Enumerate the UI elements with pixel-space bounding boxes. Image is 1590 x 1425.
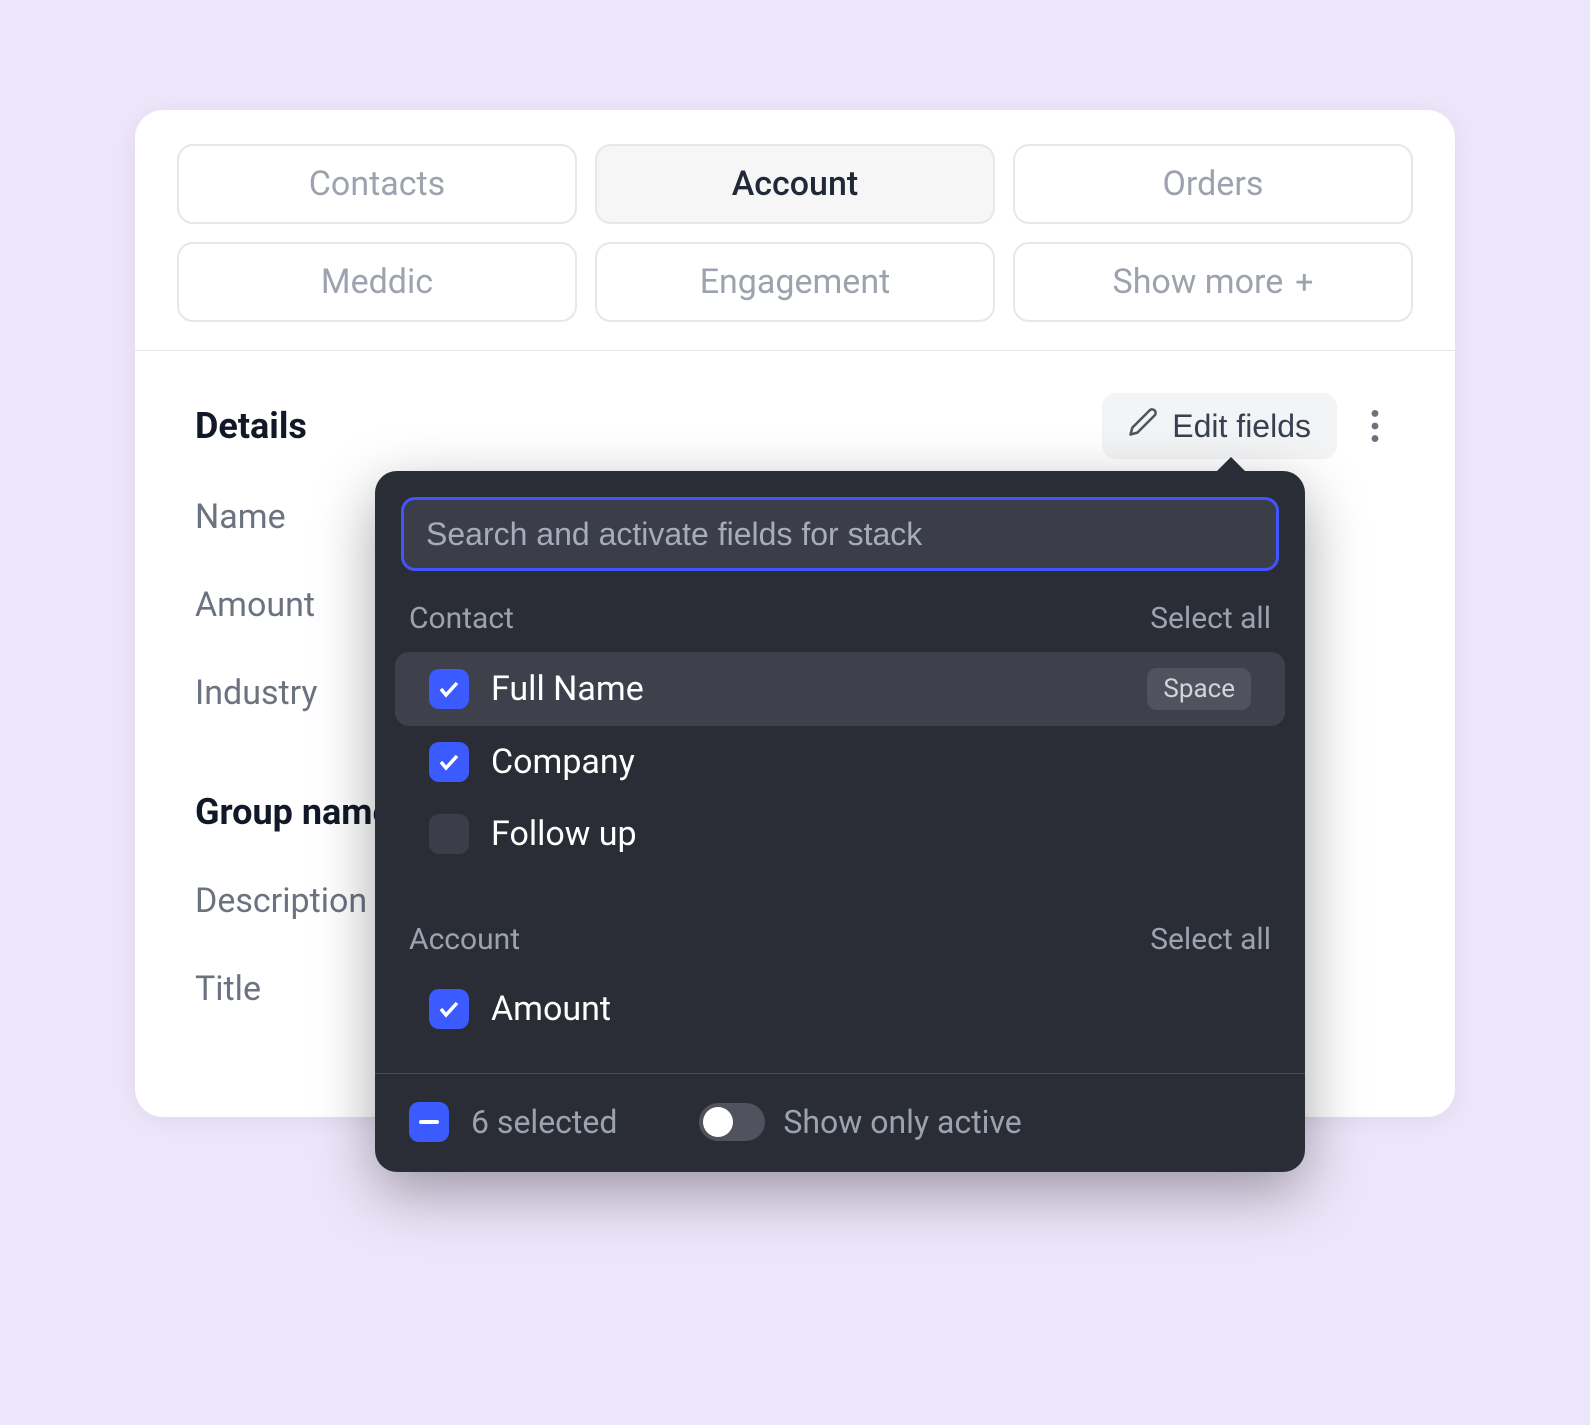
show-active-label: Show only active	[783, 1103, 1021, 1141]
popover-field-row[interactable]: Company	[395, 726, 1285, 798]
tab-engagement[interactable]: Engagement	[595, 242, 995, 322]
popover-field-row[interactable]: Follow up	[395, 798, 1285, 870]
tab-show-more[interactable]: Show more +	[1013, 242, 1413, 322]
select-all-checkbox[interactable]	[409, 1102, 449, 1142]
popover-field-row[interactable]: Amount	[395, 973, 1285, 1045]
edit-fields-button[interactable]: Edit fields	[1102, 393, 1337, 459]
popover-group-header: Account Select all	[375, 914, 1305, 973]
toggle-knob	[703, 1107, 733, 1137]
selected-count: 6 selected	[471, 1103, 617, 1141]
main-card: Contacts Account Orders Meddic Engagement Sho…	[135, 110, 1455, 1117]
select-all-link[interactable]: Select all	[1150, 601, 1271, 636]
tabs-row: Contacts Account Orders Meddic Engagement Sho…	[135, 110, 1455, 350]
more-menu-button[interactable]	[1355, 406, 1395, 446]
field-row-label: Follow up	[491, 814, 637, 854]
header-actions: Edit fields	[1102, 393, 1395, 459]
field-row-label: Company	[491, 742, 635, 782]
tab-orders[interactable]: Orders	[1013, 144, 1413, 224]
field-checkbox[interactable]	[429, 742, 469, 782]
content-area: Details Edit fields NameAmountIndustry G…	[135, 351, 1455, 1117]
tab-label: Meddic	[321, 262, 433, 302]
details-title: Details	[195, 405, 307, 447]
tab-label: Contacts	[309, 164, 445, 204]
search-wrap	[375, 497, 1305, 593]
more-vertical-icon	[1371, 410, 1379, 442]
tab-account[interactable]: Account	[595, 144, 995, 224]
tab-meddic[interactable]: Meddic	[177, 242, 577, 322]
popover-group-header: Contact Select all	[375, 593, 1305, 652]
tab-label: Account	[732, 164, 859, 204]
tab-label: Engagement	[700, 262, 891, 302]
tab-label: Show more	[1113, 262, 1284, 302]
popover-group-label: Account	[409, 922, 520, 957]
popover-field-row[interactable]: Full Name Space	[395, 652, 1285, 726]
keyboard-hint: Space	[1147, 668, 1251, 710]
field-checkbox[interactable]	[429, 989, 469, 1029]
plus-icon: +	[1295, 266, 1313, 298]
tab-contacts[interactable]: Contacts	[177, 144, 577, 224]
field-row-label: Full Name	[491, 669, 644, 709]
popover-footer: 6 selected Show only active	[375, 1073, 1305, 1172]
popover-group-label: Contact	[409, 601, 514, 636]
field-row-label: Amount	[491, 989, 611, 1029]
pencil-icon	[1128, 407, 1158, 445]
field-checkbox[interactable]	[429, 814, 469, 854]
field-checkbox[interactable]	[429, 669, 469, 709]
select-all-link[interactable]: Select all	[1150, 922, 1271, 957]
search-input[interactable]	[401, 497, 1279, 571]
tab-label: Orders	[1163, 164, 1264, 204]
show-active-toggle-wrap: Show only active	[699, 1103, 1021, 1141]
details-header: Details Edit fields	[195, 393, 1395, 459]
edit-fields-label: Edit fields	[1172, 408, 1311, 445]
fields-popover: Contact Select all Full Name Space Company Fo…	[375, 471, 1305, 1172]
show-active-toggle[interactable]	[699, 1103, 765, 1141]
